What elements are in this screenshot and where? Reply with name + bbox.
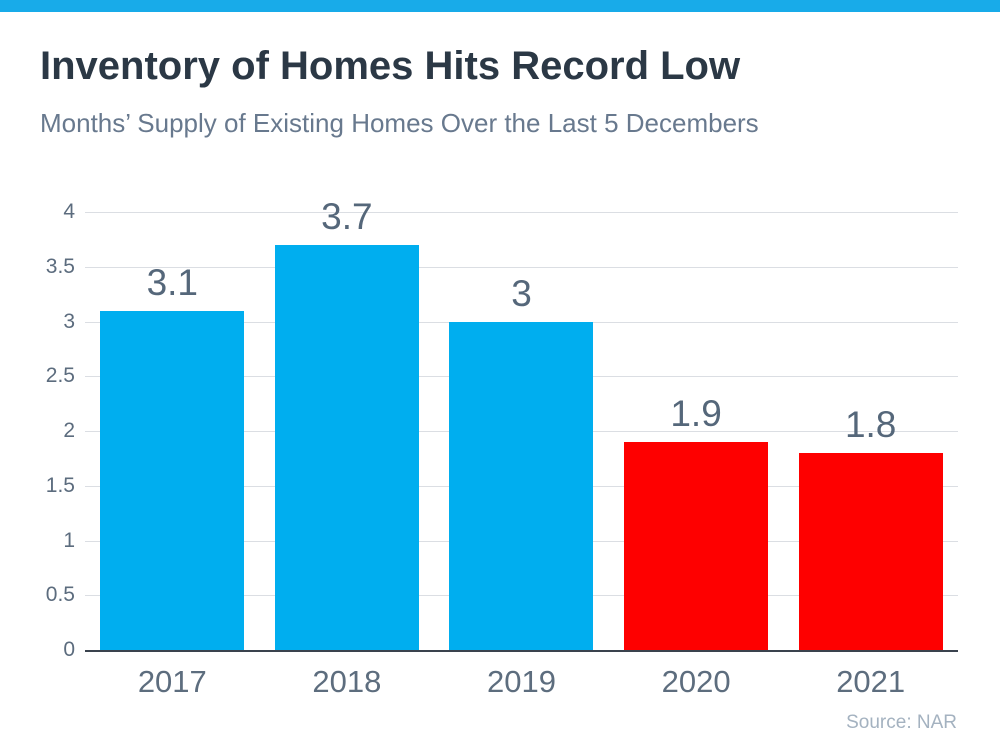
- bar-value-label-2020: 1.9: [670, 392, 722, 434]
- y-tick-label: 2.5: [45, 364, 75, 388]
- gridline: [85, 212, 958, 213]
- source-note: Source: NAR: [846, 712, 957, 733]
- bar-2018: [274, 244, 419, 650]
- y-tick-label: 0: [63, 638, 75, 661]
- page-subtitle: Months’ Supply of Existing Homes Over th…: [40, 108, 759, 138]
- bar-value-label-2017: 3.1: [146, 261, 199, 303]
- bars-container: 3.1 3.7 3 1.9 1.8: [85, 196, 958, 650]
- y-tick-label: 2: [63, 419, 75, 442]
- x-axis-labels: 2017 2018 2019 2020 2021: [85, 664, 958, 700]
- bar-slot-2021: 1.8: [783, 212, 958, 650]
- y-tick-label: 0.5: [45, 583, 75, 607]
- x-axis-label-2018: 2018: [312, 664, 382, 699]
- y-tick-label: 4: [63, 200, 75, 223]
- bar-2017: [100, 310, 245, 650]
- brand-top-strip: [0, 0, 1000, 12]
- bar-slot-2017: 3.1: [85, 212, 260, 650]
- x-axis-baseline: [85, 650, 958, 652]
- y-tick-label: 1.5: [45, 473, 75, 497]
- bar-slot-2018: 3.7: [260, 196, 435, 650]
- bar-value-label-2018: 3.7: [321, 195, 373, 237]
- bar-slot-2019: 3: [434, 212, 609, 650]
- bar-2020: [624, 441, 769, 650]
- x-axis-label-2020: 2020: [661, 664, 731, 699]
- gridline: [85, 266, 958, 268]
- y-tick-label: 3: [63, 309, 75, 333]
- x-axis-label-2021: 2021: [836, 664, 906, 699]
- y-tick-label: 3.5: [45, 254, 75, 278]
- x-axis-label-2017: 2017: [137, 664, 207, 699]
- bar-slot-2020: 1.9: [609, 212, 784, 650]
- bar-value-label-2021: 1.8: [844, 403, 897, 445]
- x-axis-label-2019: 2019: [487, 664, 556, 699]
- y-tick-label: 1: [63, 528, 75, 552]
- bar-2021: [798, 452, 943, 650]
- page-title: Inventory of Homes Hits Record Low: [40, 44, 741, 88]
- bar-2019: [449, 321, 594, 650]
- bar-chart-plot-area: 3.1 3.7 3 1.9 1.8: [85, 196, 958, 650]
- bar-value-label-2019: 3: [511, 272, 532, 314]
